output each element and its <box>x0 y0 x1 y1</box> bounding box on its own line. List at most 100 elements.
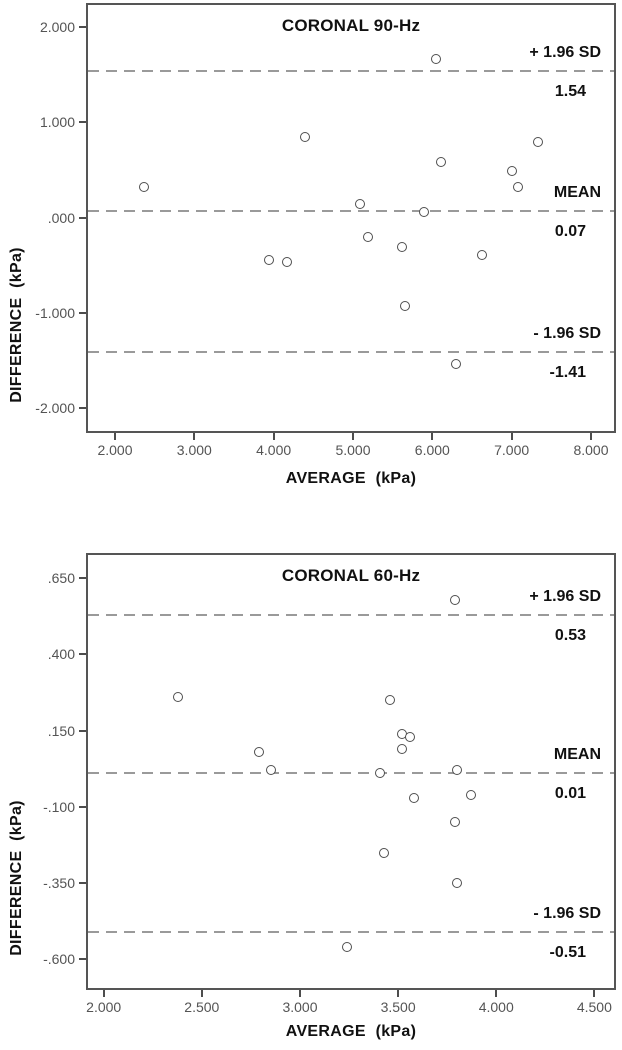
x-tick-mark <box>298 990 301 997</box>
x-tick-mark <box>510 433 513 440</box>
x-tick-label: 4.000 <box>256 442 292 458</box>
refline-value: 0.01 <box>554 785 586 803</box>
chart-title: CORONAL 60-Hz <box>281 566 421 585</box>
data-point <box>400 301 411 312</box>
data-point <box>451 765 462 776</box>
plot-area-60hz: CORONAL 60-Hz + 1.96 SD 0.53 MEAN 0.01 - 1.96… <box>43 553 616 1015</box>
y-tick-mark <box>79 121 86 124</box>
y-tick-label: -.350 <box>43 875 75 892</box>
y-tick-label: .650 <box>47 570 75 587</box>
reference-line <box>88 350 614 353</box>
data-point <box>253 746 264 757</box>
data-point <box>451 359 462 370</box>
data-point <box>397 743 408 754</box>
x-tick-label: 5.000 <box>335 442 371 458</box>
y-tick-label: 2.000 <box>39 18 75 35</box>
y-tick-label: -.100 <box>43 798 75 815</box>
data-point <box>375 768 386 779</box>
refline-value: 1.54 <box>554 82 586 100</box>
y-tick-mark <box>79 407 86 410</box>
y-tick-mark <box>79 311 86 314</box>
y-tick-mark <box>79 577 86 580</box>
y-tick-label: -2.000 <box>35 400 75 417</box>
x-tick-label: 4.500 <box>576 999 612 1015</box>
reference-line <box>88 613 614 616</box>
data-point <box>450 817 461 828</box>
y-tick-mark <box>79 653 86 656</box>
x-tick-label: 8.000 <box>573 442 609 458</box>
refline-value: -0.51 <box>549 943 586 961</box>
data-point <box>265 765 276 776</box>
data-point <box>450 594 461 605</box>
x-tick-mark <box>113 433 116 440</box>
data-point <box>173 692 184 703</box>
refline-label: MEAN <box>553 183 601 201</box>
data-point <box>379 847 390 858</box>
data-point <box>506 165 517 176</box>
y-tick-mark <box>79 729 86 732</box>
y-axis-title-60hz: DIFFERENCE (kPa) <box>8 800 25 956</box>
plot-area-90hz: CORONAL 90-Hz + 1.96 SD 1.54 MEAN 0.07 - 1.96… <box>35 3 616 458</box>
data-point <box>404 731 415 742</box>
x-tick-label: 3.000 <box>176 442 212 458</box>
chart-title: CORONAL 90-Hz <box>281 16 421 35</box>
x-tick-mark <box>589 433 592 440</box>
data-point <box>342 942 353 953</box>
x-tick-label: 7.000 <box>494 442 530 458</box>
data-point <box>300 131 311 142</box>
x-tick-label: 2.000 <box>97 442 133 458</box>
x-axis-title-60hz: AVERAGE (kPa) <box>285 1023 417 1040</box>
x-tick-label: 6.000 <box>414 442 450 458</box>
x-tick-mark <box>102 990 105 997</box>
x-tick-label: 3.000 <box>282 999 318 1015</box>
data-point <box>436 157 447 168</box>
data-point <box>385 695 396 706</box>
x-axis-title-90hz: AVERAGE (kPa) <box>285 470 417 487</box>
data-point <box>363 231 374 242</box>
x-tick-mark <box>272 433 275 440</box>
data-point <box>513 182 523 193</box>
refline-label: + 1.96 SD <box>529 43 601 61</box>
x-tick-label: 2.500 <box>184 999 220 1015</box>
data-point <box>397 242 408 253</box>
y-tick-label: -.600 <box>43 951 75 968</box>
data-point <box>263 255 274 266</box>
y-tick-label: .000 <box>47 209 75 226</box>
y-axis-title-90hz: DIFFERENCE (kPa) <box>8 247 25 403</box>
x-tick-mark <box>593 990 596 997</box>
x-tick-label: 2.000 <box>86 999 122 1015</box>
data-point <box>532 137 543 148</box>
refline-value: 0.07 <box>554 222 586 240</box>
data-point <box>282 257 293 268</box>
reference-line <box>88 930 614 933</box>
x-tick-mark <box>495 990 498 997</box>
refline-label: - 1.96 SD <box>533 324 601 342</box>
x-tick-mark <box>431 433 434 440</box>
refline-value: 0.53 <box>554 626 586 644</box>
y-tick-mark <box>79 958 86 961</box>
y-tick-label: .400 <box>47 646 75 663</box>
x-tick-label: 4.000 <box>478 999 514 1015</box>
x-tick-mark <box>397 990 400 997</box>
x-tick-mark <box>200 990 203 997</box>
y-tick-mark <box>79 882 86 885</box>
data-point <box>418 206 429 217</box>
data-point <box>465 789 476 800</box>
reference-line <box>88 69 614 72</box>
x-tick-label: 3.500 <box>380 999 416 1015</box>
y-tick-mark <box>79 805 86 808</box>
refline-label: MEAN <box>553 746 601 764</box>
y-tick-label: 1.000 <box>39 114 75 131</box>
refline-value: -1.41 <box>549 363 586 381</box>
y-tick-label: -1.000 <box>35 304 75 321</box>
data-point <box>431 54 442 65</box>
reference-line <box>88 772 614 775</box>
data-point <box>451 878 462 889</box>
x-tick-mark <box>351 433 354 440</box>
data-point <box>355 199 366 210</box>
reference-line <box>88 209 614 212</box>
data-point <box>408 792 419 803</box>
data-point <box>139 182 150 193</box>
y-tick-mark <box>79 216 86 219</box>
refline-label: - 1.96 SD <box>533 904 601 922</box>
